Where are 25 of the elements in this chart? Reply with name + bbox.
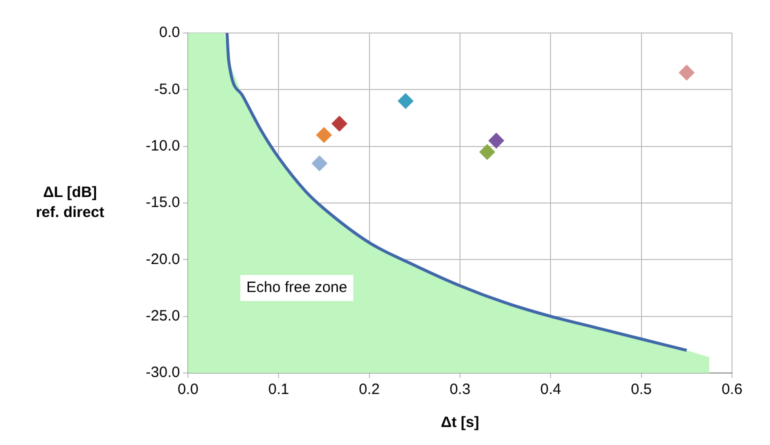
point xyxy=(488,132,504,149)
x-axis-title: Δt [s] xyxy=(440,414,480,432)
point xyxy=(316,127,332,143)
line-series xyxy=(225,33,688,352)
y-tick-label: -5.0 xyxy=(154,80,180,98)
y-tick-label: -25.0 xyxy=(146,307,180,324)
y-tick-label: -10.0 xyxy=(146,137,180,154)
annotation: Echo free zone xyxy=(246,279,348,296)
x-tick-label: 0.2 xyxy=(358,381,380,398)
y-tick-label: -20.0 xyxy=(146,250,180,268)
x-tick-label: 0.3 xyxy=(450,381,470,398)
point xyxy=(678,64,695,81)
point xyxy=(331,116,348,132)
y-axis-title: ΔL [dB] ref. direct xyxy=(36,184,104,222)
x-tick-label: 0.4 xyxy=(540,381,562,398)
point xyxy=(479,144,496,160)
point xyxy=(311,155,328,172)
x-tick-label: 0.6 xyxy=(722,381,742,398)
x-tick-label: 0.5 xyxy=(630,381,652,398)
x-tick-label: 0.1 xyxy=(268,381,290,398)
y-tick-label: -30.0 xyxy=(146,364,180,382)
point xyxy=(398,93,414,109)
y-tick-label: 0.0 xyxy=(159,24,180,42)
x-tick-label: 0.0 xyxy=(178,381,198,398)
y-tick-label: -15.0 xyxy=(146,194,180,212)
